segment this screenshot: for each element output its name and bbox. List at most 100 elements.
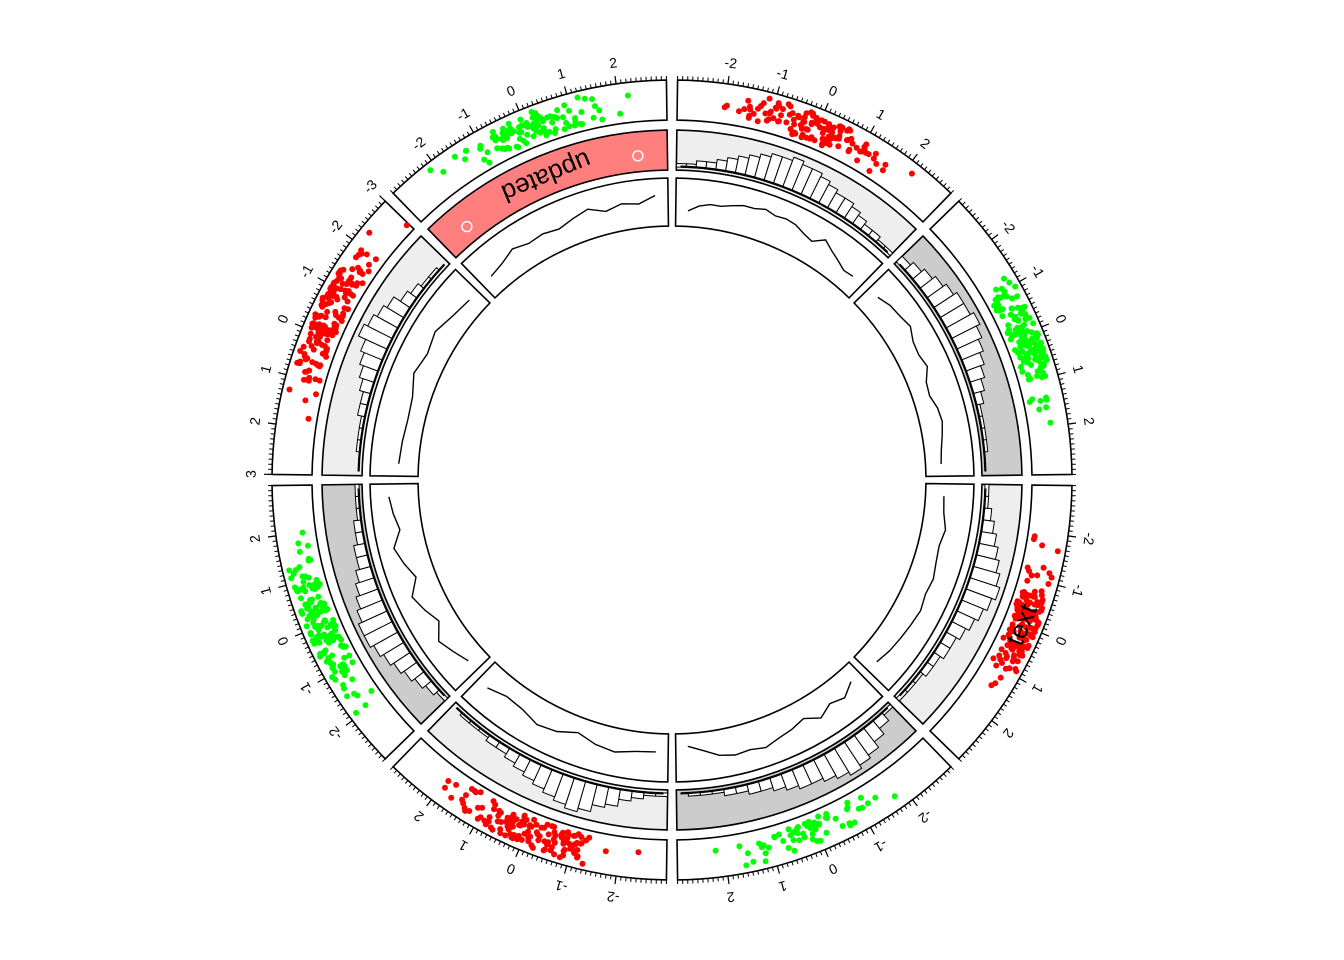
scatter-point [993, 287, 999, 293]
tick-label: -2 [1080, 532, 1098, 547]
minor-tick [862, 124, 864, 128]
scatter-point [762, 111, 768, 117]
minor-tick [888, 140, 890, 143]
scatter-point [820, 138, 826, 144]
scatter-point [574, 847, 580, 853]
scatter-point [316, 339, 322, 345]
minor-tick [738, 82, 739, 86]
minor-tick [1044, 628, 1048, 630]
minor-tick [499, 841, 501, 845]
major-tick [913, 800, 918, 806]
minor-tick [830, 109, 832, 113]
minor-tick [274, 546, 278, 547]
minor-tick [951, 190, 954, 193]
minor-tick [446, 811, 448, 814]
scatter-point [1044, 397, 1050, 403]
scatter-point [322, 324, 328, 330]
minor-tick [733, 875, 734, 879]
scatter-point [531, 112, 537, 118]
minor-tick [297, 330, 301, 332]
scatter-point [344, 693, 350, 699]
scatter-point [463, 148, 469, 154]
minor-tick [359, 733, 362, 736]
scatter-point [809, 134, 815, 140]
scatter-point [323, 314, 329, 320]
minor-tick [834, 111, 836, 115]
scatter-point [856, 806, 862, 812]
minor-tick [326, 271, 329, 273]
minor-tick [442, 148, 444, 151]
scatter-point [328, 621, 334, 627]
scatter-point [313, 624, 319, 630]
minor-tick [394, 187, 397, 190]
minor-tick [485, 122, 487, 126]
scatter-point [852, 820, 858, 826]
minor-tick [287, 600, 291, 601]
scatter-point [333, 634, 339, 640]
scatter-point [293, 567, 299, 573]
scatter-point [524, 132, 530, 138]
minor-tick [409, 784, 412, 787]
scatter-point [452, 154, 458, 160]
scatter-point [355, 265, 361, 271]
scatter-point [478, 789, 484, 795]
minor-tick [820, 105, 822, 109]
tick-label: 1 [874, 105, 889, 123]
scatter-point [549, 114, 555, 120]
minor-tick [417, 167, 420, 170]
major-tick [380, 196, 386, 202]
minor-tick [1067, 414, 1071, 415]
minor-tick [372, 210, 375, 213]
minor-tick [287, 359, 291, 360]
minor-tick [303, 642, 307, 644]
scatter-point [736, 108, 742, 114]
scatter-point [360, 280, 366, 286]
tick-label: 2 [246, 534, 263, 544]
minor-tick [355, 229, 358, 232]
scatter-point [360, 271, 366, 277]
minor-tick [979, 736, 982, 739]
scatter-point [988, 682, 994, 688]
scatter-point [743, 862, 749, 868]
scatter-point [999, 286, 1005, 292]
scatter-point [340, 682, 346, 688]
minor-tick [1029, 298, 1033, 300]
scatter-point [349, 676, 355, 682]
minor-tick [995, 241, 998, 243]
scatter-point [567, 123, 573, 129]
scatter-point [342, 663, 348, 669]
minor-tick [340, 250, 343, 252]
tick-label: 0 [274, 634, 292, 648]
scatter-point [543, 132, 549, 138]
scatter-point [312, 586, 318, 592]
scatter-point [805, 127, 811, 133]
scatter-point [479, 805, 485, 811]
scatter-point [810, 831, 816, 837]
minor-tick [892, 143, 894, 146]
scatter-point [502, 146, 508, 152]
scatter-point [521, 822, 527, 828]
tick-label: -3 [360, 176, 380, 196]
scatter-point [300, 573, 306, 579]
minor-tick [442, 809, 444, 812]
scatter-point [311, 347, 317, 353]
major-tick [1058, 373, 1066, 375]
tick-label: 0 [827, 82, 841, 100]
minor-tick [1049, 614, 1053, 615]
scatter-point [514, 816, 520, 822]
major-tick [913, 154, 918, 160]
minor-tick [343, 712, 346, 714]
scatter-point [366, 230, 372, 236]
scatter-point [844, 806, 850, 812]
minor-tick [944, 774, 947, 777]
minor-tick [928, 787, 931, 790]
minor-tick [1044, 330, 1048, 332]
major-tick [728, 876, 729, 884]
minor-tick [421, 793, 424, 796]
minor-tick [481, 832, 483, 836]
scatter-point [477, 143, 483, 149]
minor-tick [959, 198, 962, 201]
tick-label: -1 [454, 104, 473, 124]
minor-tick [314, 293, 318, 295]
scatter-point [322, 618, 328, 624]
